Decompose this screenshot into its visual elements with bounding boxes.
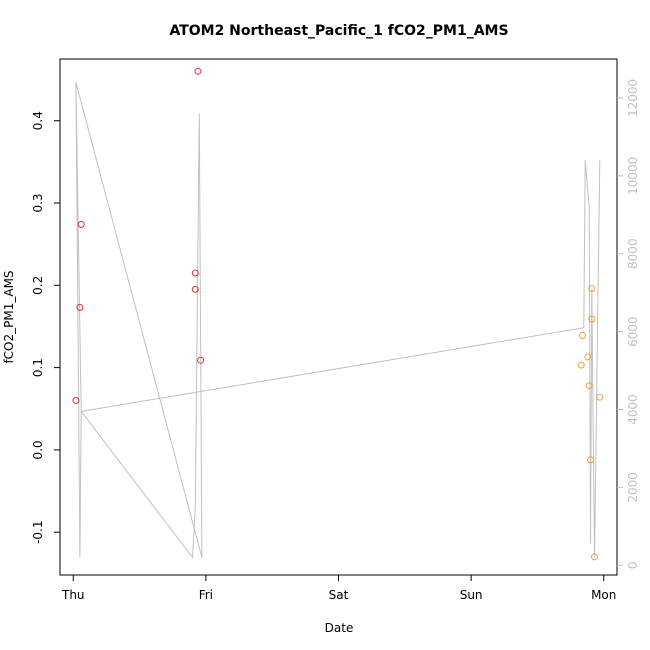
x-tick-label-1: Fri [199, 588, 213, 602]
y2-tick-label-2: 4000 [626, 394, 640, 425]
y-tick-label-0: -0.1 [31, 520, 45, 543]
data-point-s1-1 [579, 332, 586, 339]
data-point-s0-5 [194, 67, 202, 75]
data-point-s1-7 [591, 553, 598, 561]
x-tick-label-4: Mon [591, 588, 616, 602]
chart-title: ATOM2 Northeast_Pacific_1 fCO2_PM1_AMS [169, 23, 508, 39]
y2-tick-label-6: 12000 [626, 79, 640, 117]
y2-tick-label-3: 6000 [626, 316, 640, 347]
data-point-s1-3 [585, 382, 593, 390]
data-point-s1-5 [588, 285, 596, 293]
chart-marks: Thu Fri Sat Sun Mon -0.1 0.0 0.1 0.2 0.3 0.4 0 2000 4… [31, 67, 640, 602]
data-point-s1-2 [584, 353, 592, 361]
y2-tick-label-4: 8000 [626, 238, 640, 269]
y2-tick-label-0: 0 [626, 561, 640, 569]
y2-tick-label-1: 2000 [626, 472, 640, 503]
data-point-s1-4 [587, 456, 594, 464]
x-axis-label: Date [325, 621, 354, 635]
y-axis-label: fCO2_PM1_AMS [2, 270, 16, 363]
y-tick-label-2: 0.1 [31, 358, 45, 377]
data-point-s0-2 [77, 220, 85, 228]
x-tick-label-2: Sat [329, 588, 349, 602]
y-tick-label-1: 0.0 [31, 440, 45, 459]
data-point-s0-3 [191, 269, 199, 277]
y-tick-label-5: 0.4 [31, 111, 45, 130]
data-point-s0-4 [191, 285, 199, 293]
data-point-s1-8 [596, 393, 604, 401]
y-tick-label-4: 0.3 [31, 193, 45, 212]
y-tick-label-3: 0.2 [31, 276, 45, 295]
plot-box [59, 58, 618, 576]
data-point-s1-6 [588, 315, 596, 323]
y2-tick-label-5: 10000 [626, 157, 640, 195]
x-tick-label-0: Thu [61, 588, 85, 602]
data-point-s0-1 [76, 304, 84, 311]
x-tick-label-3: Sun [460, 588, 483, 602]
data-point-s0-0 [72, 397, 80, 404]
line-series [75, 82, 601, 559]
data-point-s0-6 [197, 356, 205, 364]
data-point-s1-0 [577, 361, 585, 369]
